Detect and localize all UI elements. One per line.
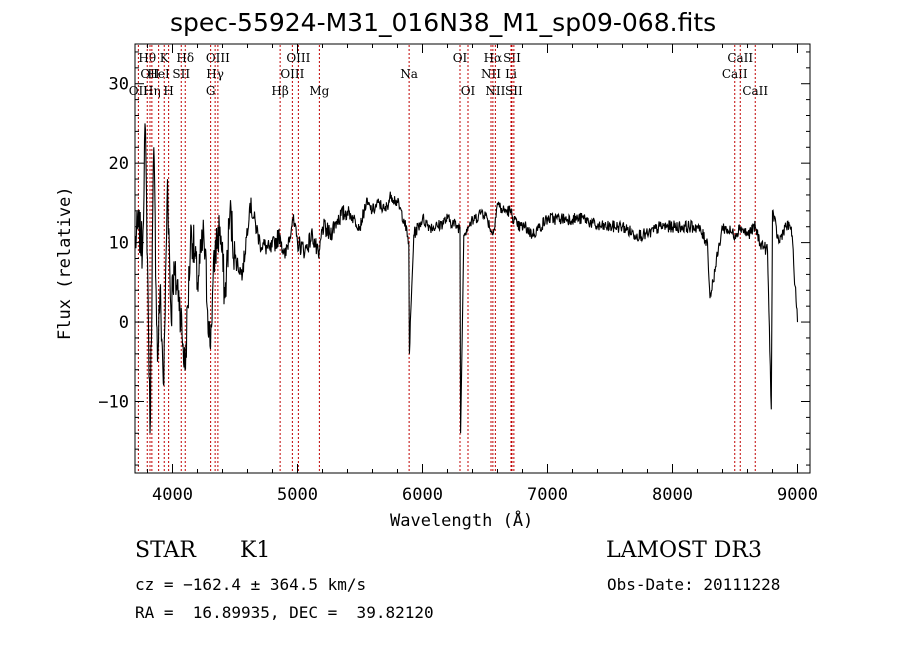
line-marker-label: CaII bbox=[727, 51, 753, 65]
redshift-readout: cz = −162.4 ± 364.5 km/s bbox=[135, 575, 367, 594]
line-marker-label: H bbox=[163, 84, 173, 98]
line-marker-label: OII bbox=[140, 67, 160, 81]
x-tick-label: 9000 bbox=[777, 485, 818, 505]
line-marker-label: SII bbox=[505, 84, 523, 98]
line-marker-label: OIII bbox=[286, 51, 310, 65]
chart-title: spec-55924-M31_016N38_M1_sp09-068.fits bbox=[170, 8, 717, 37]
line-marker-label: Hη bbox=[143, 84, 161, 98]
line-marker-label: OII bbox=[129, 84, 149, 98]
line-marker-label: NII bbox=[485, 84, 505, 98]
line-marker-label: Hθ bbox=[138, 51, 156, 65]
coordinates-readout: RA = 16.89935, DEC = 39.82120 bbox=[135, 603, 434, 622]
line-marker-label: SII bbox=[503, 51, 521, 65]
y-tick-label: 0 bbox=[119, 313, 129, 333]
observation-date: Obs-Date: 20111228 bbox=[607, 575, 781, 594]
y-tick-label: 10 bbox=[109, 234, 129, 254]
line-marker-label: NII bbox=[481, 67, 501, 81]
line-marker-label: CaII bbox=[742, 84, 768, 98]
y-tick-label: 30 bbox=[109, 75, 129, 95]
object-subclass: K1 bbox=[240, 538, 271, 563]
spectrum-series bbox=[134, 123, 799, 434]
y-tick-label: 20 bbox=[109, 154, 129, 174]
plot-axes: 4000 5000 6000 7000 8000 9000 −10 0 10 20 30 bbox=[98, 43, 818, 505]
line-marker-label: OI bbox=[461, 84, 476, 98]
line-marker-label: Mg bbox=[309, 84, 329, 98]
line-marker-label: G bbox=[206, 84, 216, 98]
line-marker-label: Li bbox=[505, 67, 517, 81]
line-marker-label: OIII bbox=[206, 51, 230, 65]
object-class: STAR bbox=[135, 538, 196, 563]
line-marker-label: K bbox=[160, 51, 170, 65]
line-marker-label: Na bbox=[400, 67, 418, 81]
line-marker-label: OIII bbox=[280, 67, 304, 81]
x-axis-label: Wavelength (Å) bbox=[390, 511, 534, 531]
x-tick-label: 5000 bbox=[277, 485, 318, 505]
line-marker-label: Hα bbox=[484, 51, 503, 65]
x-tick-label: 8000 bbox=[652, 485, 693, 505]
line-marker-label: Hγ bbox=[206, 67, 224, 81]
line-marker-label: CaII bbox=[722, 67, 748, 81]
line-marker-label: Hδ bbox=[176, 51, 194, 65]
y-axis-label: Flux (relative) bbox=[55, 186, 75, 340]
line-marker-label: SII bbox=[172, 67, 190, 81]
y-tick-label: −10 bbox=[98, 393, 129, 413]
x-tick-label: 6000 bbox=[402, 485, 443, 505]
line-marker-label: HeI bbox=[147, 67, 170, 81]
survey-name: LAMOST DR3 bbox=[606, 538, 762, 563]
x-tick-label: 7000 bbox=[527, 485, 568, 505]
x-tick-label: 4000 bbox=[152, 485, 193, 505]
line-marker-label: Hβ bbox=[271, 84, 288, 98]
spectrum-line bbox=[134, 123, 799, 434]
line-marker-label: OI bbox=[453, 51, 468, 65]
